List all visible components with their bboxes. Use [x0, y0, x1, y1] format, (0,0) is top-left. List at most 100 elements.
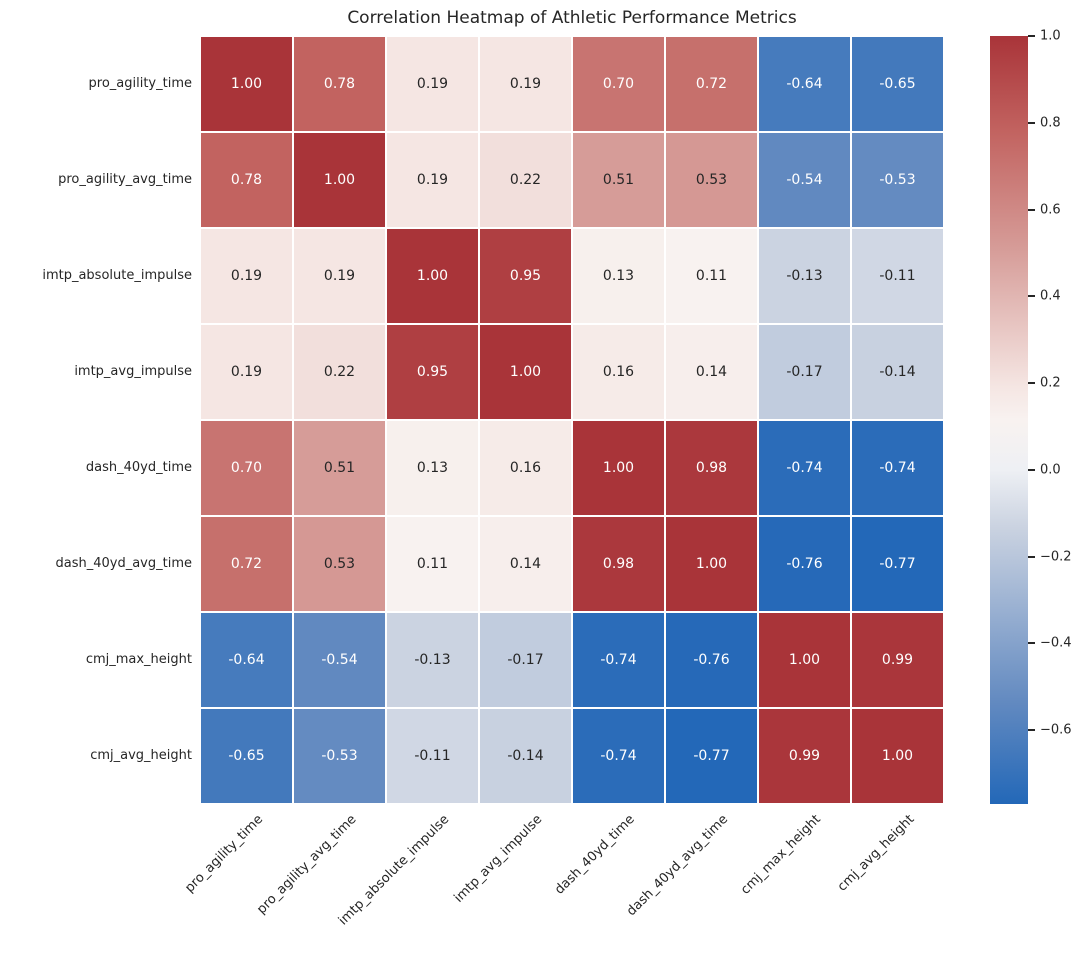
cell-value: 1.00: [602, 460, 635, 476]
cell-value: 0.13: [602, 268, 635, 284]
cell-value: -0.65: [228, 748, 265, 764]
cell-value: -0.74: [600, 652, 637, 668]
heatmap-cell: -0.14: [851, 324, 944, 420]
cell-value: -0.14: [507, 748, 544, 764]
cell-value: -0.14: [879, 364, 916, 380]
heatmap-cell: -0.65: [851, 36, 944, 132]
heatmap-cell: -0.74: [851, 420, 944, 516]
heatmap-cell: 0.16: [479, 420, 572, 516]
cell-value: 0.19: [230, 268, 263, 284]
colorbar: [990, 36, 1028, 804]
cell-value: 0.19: [509, 76, 542, 92]
cell-value: 1.00: [788, 652, 821, 668]
y-tick-label: cmj_avg_height: [90, 748, 192, 763]
cell-value: -0.74: [879, 460, 916, 476]
cell-value: 0.16: [602, 364, 635, 380]
heatmap-cell: 0.14: [479, 516, 572, 612]
cell-value: 0.11: [695, 268, 728, 284]
heatmap-cell: -0.17: [758, 324, 851, 420]
cell-value: 0.72: [230, 556, 263, 572]
colorbar-tick-label: 0.2: [1040, 375, 1061, 391]
colorbar-tick-label: 0.8: [1040, 115, 1061, 131]
heatmap-cell: 1.00: [665, 516, 758, 612]
heatmap-cell: 0.95: [386, 324, 479, 420]
cell-value: 0.98: [602, 556, 635, 572]
cell-value: 0.19: [230, 364, 263, 380]
y-tick-label: imtp_avg_impulse: [74, 364, 192, 379]
heatmap-cell: -0.74: [572, 612, 665, 708]
cell-value: 0.13: [416, 460, 449, 476]
y-tick-label: cmj_max_height: [85, 652, 192, 667]
heatmap-cell: 0.51: [572, 132, 665, 228]
cell-value: -0.65: [879, 76, 916, 92]
cell-value: -0.77: [879, 556, 916, 572]
cell-value: 1.00: [509, 364, 542, 380]
cell-value: 0.95: [509, 268, 542, 284]
cell-value: 0.51: [323, 460, 356, 476]
heatmap-cell: -0.54: [758, 132, 851, 228]
cell-value: 0.70: [230, 460, 263, 476]
heatmap-cell: -0.76: [665, 612, 758, 708]
cell-value: -0.76: [693, 652, 730, 668]
heatmap-cell: 1.00: [386, 228, 479, 324]
x-tick-label: pro_agility_avg_time: [253, 812, 360, 918]
cell-value: -0.17: [507, 652, 544, 668]
heatmap-cell: 0.78: [200, 132, 293, 228]
heatmap-cell: -0.74: [572, 708, 665, 804]
y-tick-label: imtp_absolute_impulse: [42, 268, 192, 283]
heatmap-cell: 0.98: [572, 516, 665, 612]
colorbar-tick-mark: [1028, 555, 1035, 558]
cell-value: -0.17: [786, 364, 823, 380]
heatmap-cell: 0.19: [479, 36, 572, 132]
cell-value: -0.53: [321, 748, 358, 764]
colorbar-tick-mark: [1028, 382, 1035, 385]
cell-value: -0.13: [414, 652, 451, 668]
cell-value: 0.78: [323, 76, 356, 92]
heatmap-cell: -0.11: [851, 228, 944, 324]
heatmap-cell: 0.95: [479, 228, 572, 324]
cell-value: -0.64: [228, 652, 265, 668]
cell-value: 0.14: [695, 364, 728, 380]
heatmap-cell: 0.11: [386, 516, 479, 612]
heatmap-cell: -0.64: [200, 612, 293, 708]
cell-value: 0.19: [323, 268, 356, 284]
chart-title: Correlation Heatmap of Athletic Performa…: [347, 8, 797, 28]
heatmap-cell: 1.00: [200, 36, 293, 132]
colorbar-tick-mark: [1028, 121, 1035, 124]
y-tick-label: dash_40yd_time: [85, 460, 192, 475]
cell-value: 0.22: [509, 172, 542, 188]
x-tick-label: imtp_absolute_impulse: [335, 812, 453, 929]
cell-value: 1.00: [230, 76, 263, 92]
colorbar-tick-mark: [1028, 729, 1035, 732]
heatmap-cell: -0.77: [665, 708, 758, 804]
heatmap-cell: -0.76: [758, 516, 851, 612]
y-tick-label: dash_40yd_avg_time: [55, 556, 193, 571]
cell-value: 0.70: [602, 76, 635, 92]
x-tick-label: imtp_avg_impulse: [451, 812, 546, 906]
cell-value: -0.13: [786, 268, 823, 284]
cell-value: 0.78: [230, 172, 263, 188]
heatmap-cell: 0.13: [572, 228, 665, 324]
cell-value: 1.00: [323, 172, 356, 188]
x-tick-label: dash_40yd_time: [552, 812, 639, 898]
cell-value: 0.19: [416, 172, 449, 188]
heatmap-cell: 1.00: [479, 324, 572, 420]
heatmap-cell: -0.11: [386, 708, 479, 804]
cell-value: 1.00: [881, 748, 914, 764]
heatmap-cell: -0.13: [386, 612, 479, 708]
cell-value: 1.00: [695, 556, 728, 572]
heatmap-cell: 0.99: [851, 612, 944, 708]
cell-value: 0.99: [788, 748, 821, 764]
y-tick-label: pro_agility_avg_time: [58, 172, 192, 187]
cell-value: -0.64: [786, 76, 823, 92]
cell-value: 0.22: [323, 364, 356, 380]
colorbar-tick-label: 1.0: [1040, 28, 1061, 44]
cell-value: 1.00: [416, 268, 449, 284]
x-tick-label: cmj_avg_height: [834, 812, 918, 895]
cell-value: 0.72: [695, 76, 728, 92]
colorbar-tick-mark: [1028, 295, 1035, 298]
colorbar-tick-mark: [1028, 208, 1035, 211]
heatmap-cell: -0.54: [293, 612, 386, 708]
cell-value: 0.51: [602, 172, 635, 188]
